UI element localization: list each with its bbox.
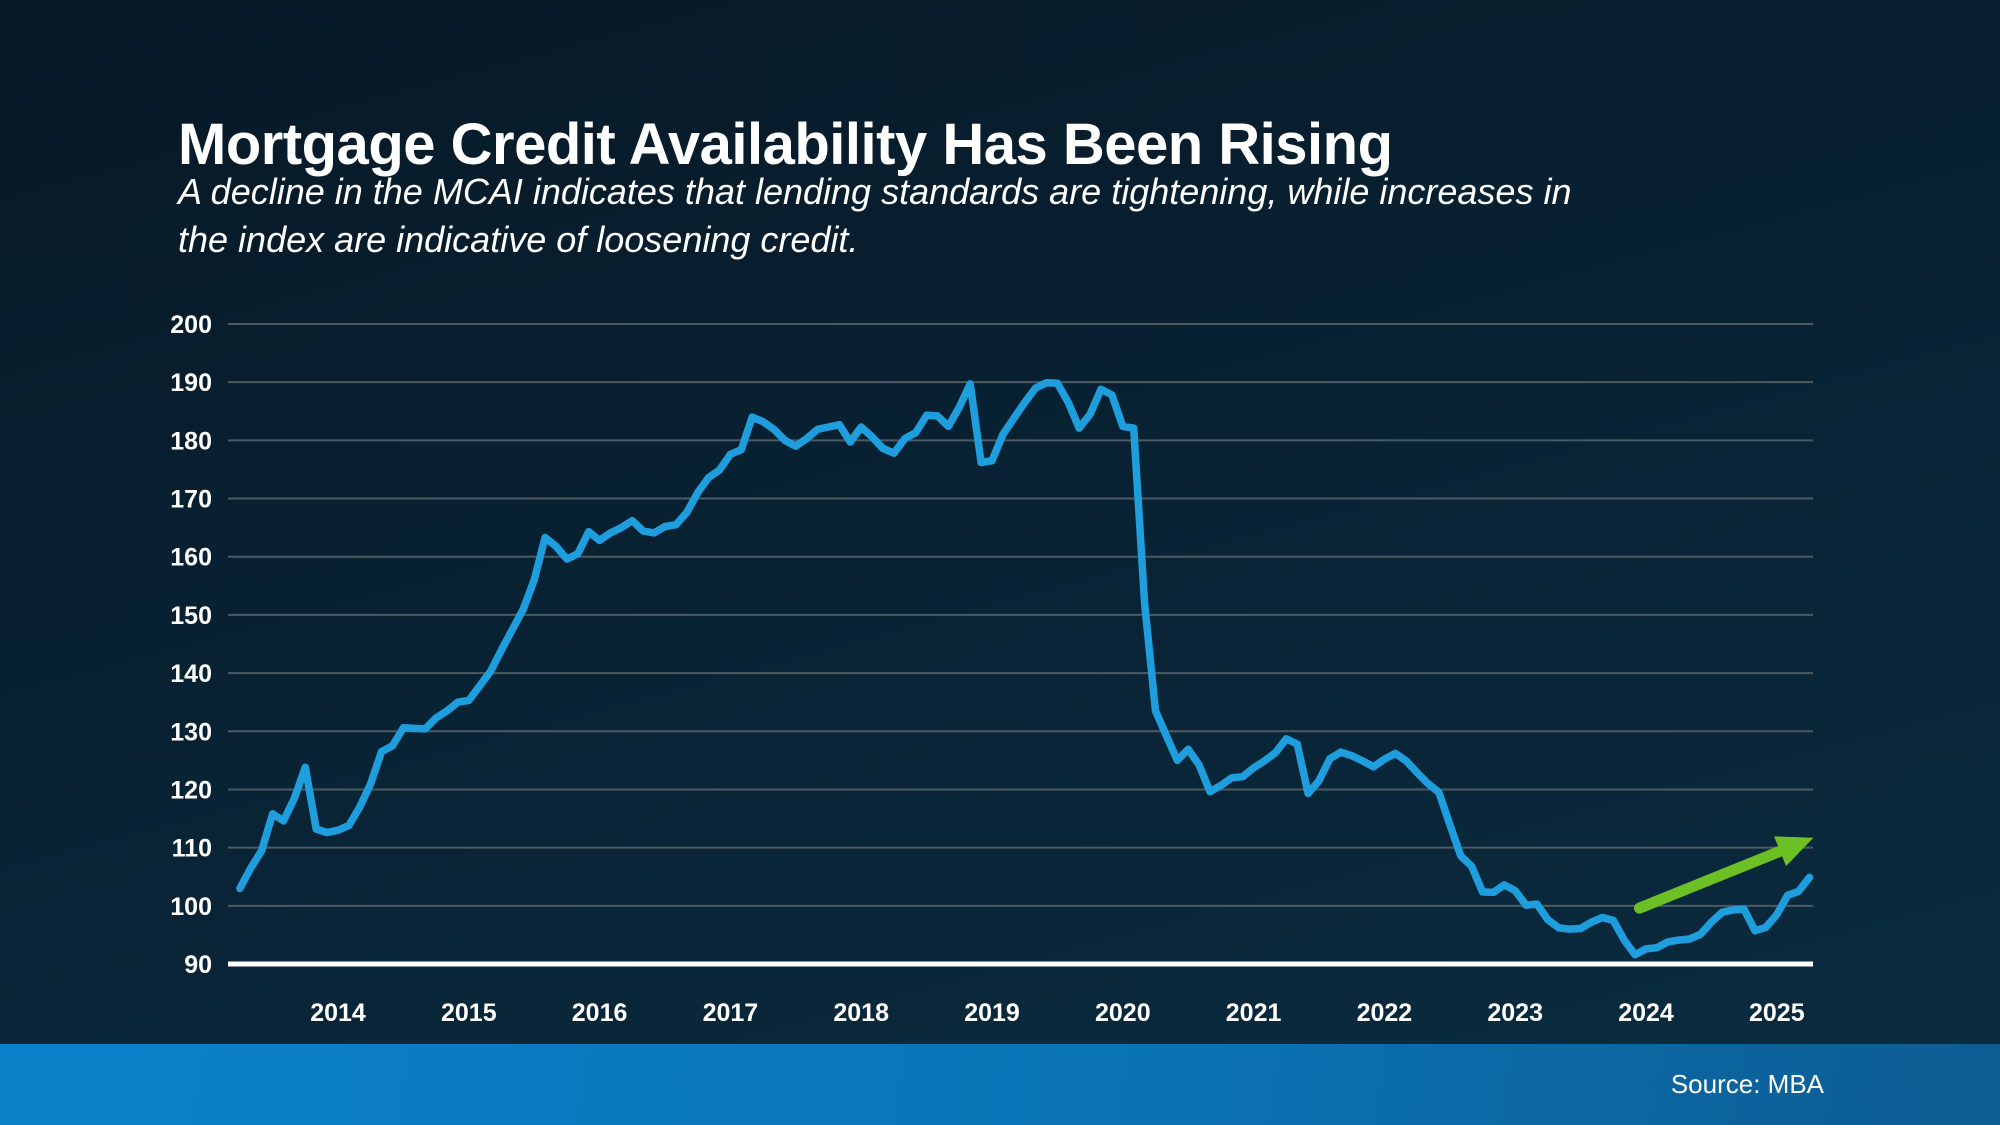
y-tick-label: 180 — [170, 427, 212, 455]
x-tick-label: 2014 — [310, 999, 366, 1027]
y-tick-label: 100 — [170, 893, 212, 921]
y-tick-label: 190 — [170, 369, 212, 397]
mcai-series-line — [236, 379, 1814, 959]
x-tick-label: 2019 — [964, 999, 1020, 1027]
x-tick-label: 2022 — [1357, 999, 1413, 1027]
x-tick-label: 2023 — [1487, 999, 1543, 1027]
x-tick-label: 2015 — [441, 999, 497, 1027]
footer-bar: Source: MBA — [0, 1044, 2000, 1125]
source-label: Source: MBA — [1670, 1069, 1824, 1099]
trend-arrow-head — [1774, 836, 1814, 867]
y-tick-label: 90 — [184, 951, 212, 979]
trend-arrow-shaft — [1633, 844, 1790, 914]
x-tick-label: 2016 — [572, 999, 628, 1027]
y-tick-label: 140 — [170, 660, 212, 688]
y-tick-label: 110 — [172, 835, 212, 863]
y-tick-label: 120 — [170, 776, 212, 804]
x-tick-label: 2021 — [1226, 999, 1282, 1027]
subtitle-line-1: A decline in the MCAI indicates that len… — [178, 171, 1572, 212]
subtitle-line-2: the index are indicative of loosening cr… — [178, 218, 859, 260]
x-tick-label: 2025 — [1749, 999, 1805, 1027]
x-tick-label: 2017 — [703, 999, 759, 1027]
y-tick-label: 200 — [170, 311, 212, 339]
x-tick-label: 2018 — [833, 999, 889, 1027]
subtitle: A decline in the MCAI indicates that len… — [178, 168, 1571, 264]
x-tick-label: 2024 — [1618, 999, 1674, 1027]
x-tick-label: 2020 — [1095, 999, 1151, 1027]
y-tick-label: 170 — [170, 486, 212, 514]
y-tick-label: 130 — [170, 718, 212, 746]
y-tick-label: 150 — [170, 602, 212, 630]
page-title: Mortgage Credit Availability Has Been Ri… — [178, 111, 1393, 177]
y-tick-label: 160 — [170, 544, 212, 572]
